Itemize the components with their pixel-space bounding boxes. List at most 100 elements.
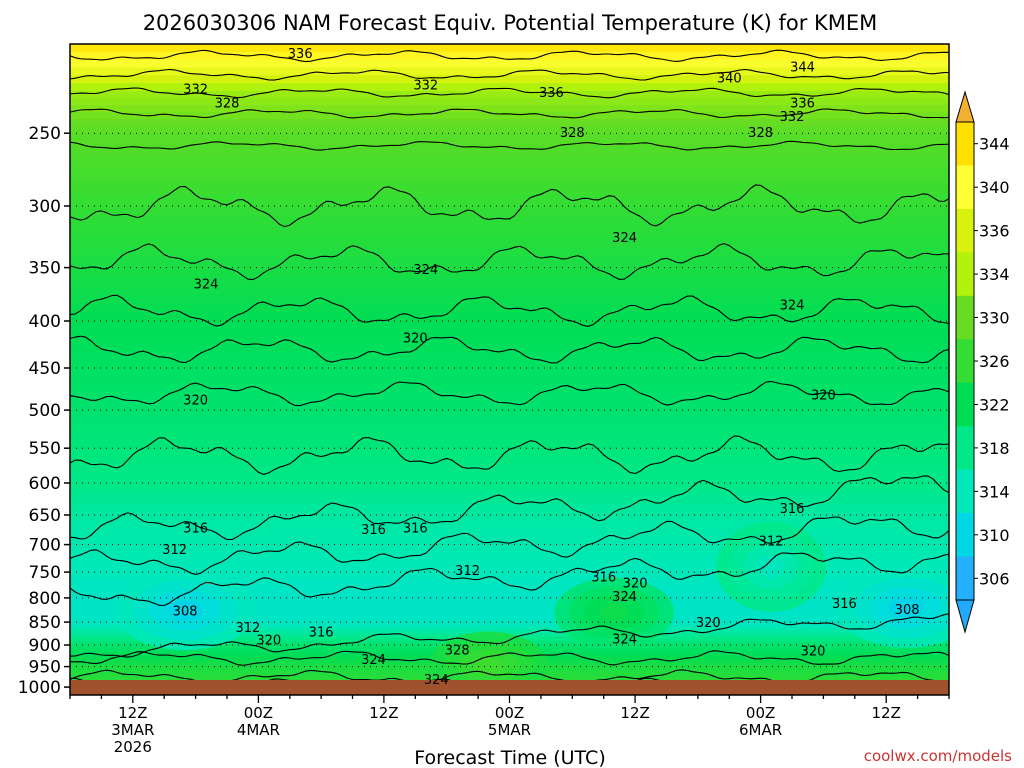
field-band: [70, 403, 949, 411]
colorbar-swatch: [956, 295, 974, 340]
contour-line: [70, 184, 949, 228]
y-tick-label: 250: [29, 124, 61, 144]
contour-line: [70, 435, 949, 475]
field-band: [70, 572, 949, 578]
colorbar-swatch: [956, 469, 974, 514]
field-band: [70, 622, 949, 627]
contour-label: 316: [309, 625, 334, 640]
y-tick-label: 750: [29, 563, 61, 583]
field-band: [70, 549, 949, 555]
field-band: [70, 539, 949, 546]
field-band: [70, 126, 949, 134]
field-band: [70, 504, 949, 511]
field-band: [70, 382, 949, 390]
y-tick-label: 850: [29, 613, 61, 633]
field-band: [70, 529, 949, 536]
warm-pocket: [599, 603, 630, 622]
field-band: [70, 83, 949, 92]
contour-line: [70, 380, 949, 407]
colorbar-tick-label: 326: [979, 352, 1010, 371]
field-band: [70, 352, 949, 361]
contour-label: 320: [801, 645, 826, 660]
x-tick-label: 3MAR: [111, 721, 154, 739]
field-band: [70, 567, 949, 573]
contour-line: [70, 650, 949, 666]
field-band: [70, 606, 949, 611]
field-band: [70, 482, 949, 489]
field-band: [70, 75, 949, 84]
colorbar-top-arrow: [955, 90, 975, 123]
contour-label: 312: [455, 564, 480, 579]
field-band: [70, 488, 949, 495]
contour-label: 328: [445, 643, 470, 658]
colorbar-swatch: [956, 556, 974, 601]
colorbar-tick-label: 334: [979, 265, 1010, 284]
field-band: [70, 534, 949, 541]
field-band: [70, 471, 949, 478]
y-tick-label: 900: [29, 636, 61, 656]
colorbar-swatch: [956, 208, 974, 253]
y-tick-label: 1000: [18, 678, 61, 698]
field-band: [70, 625, 949, 631]
y-tick-label: 350: [29, 259, 61, 279]
field-band: [70, 524, 949, 531]
x-tick-label: 12Z: [369, 704, 398, 722]
contour-label: 320: [403, 332, 428, 347]
contour-label: 324: [612, 633, 637, 648]
field-band: [70, 285, 949, 295]
contour-label: 320: [696, 616, 721, 631]
contour-label: 308: [895, 603, 920, 618]
contour-label: 320: [256, 634, 281, 649]
field-band: [70, 181, 949, 195]
y-tick-label: 450: [29, 359, 61, 379]
y-tick-label: 700: [29, 536, 61, 556]
colorbar-tick-label: 310: [979, 526, 1010, 545]
contour-label: 324: [612, 231, 637, 246]
x-tick-label: 00Z: [495, 704, 524, 722]
y-tick-label: 950: [29, 658, 61, 678]
field-band: [70, 193, 949, 207]
colorbar-swatch: [956, 122, 974, 166]
colorbar: 344 340 336 334 330 326 322 318 314 310 306: [955, 90, 1010, 634]
contour-label: 332: [183, 82, 208, 97]
field-band: [70, 593, 949, 599]
field-band: [70, 422, 949, 430]
contour-label: 316: [403, 521, 428, 536]
contour-line: [70, 140, 949, 151]
x-tick-label: 00Z: [244, 704, 273, 722]
x-tick-label: 2026: [114, 738, 152, 756]
field-band: [70, 614, 949, 619]
contour-label: 336: [539, 86, 564, 101]
field-band: [70, 454, 949, 461]
contour-line: [70, 68, 949, 81]
contour-line: [70, 475, 949, 541]
y-tick-label: 800: [29, 589, 61, 609]
field-band: [70, 51, 949, 61]
colorbar-swatch: [956, 382, 974, 427]
colorbar-tick-label: 340: [979, 178, 1010, 197]
field-band: [70, 509, 949, 516]
x-tick-label: 00Z: [746, 704, 775, 722]
field-band: [70, 498, 949, 505]
y-tick-label: 650: [29, 506, 61, 526]
field-band: [70, 145, 949, 159]
field-band: [70, 396, 949, 404]
field-band: [70, 206, 949, 217]
contour-label: 324: [780, 299, 805, 314]
field-band: [70, 294, 949, 304]
contour-label: 316: [361, 523, 386, 538]
contour-label: 328: [748, 126, 773, 141]
x-tick-label: 5MAR: [488, 721, 531, 739]
field-band: [70, 360, 949, 369]
contour-label: 328: [560, 126, 585, 141]
field-band: [70, 597, 949, 603]
field-band: [70, 562, 949, 569]
field-band: [70, 98, 949, 106]
field-band: [70, 629, 949, 635]
watermark: coolwx.com/models: [864, 747, 1012, 765]
contour-label: 332: [780, 110, 805, 125]
field-band: [70, 576, 949, 582]
contour-label: 312: [162, 543, 187, 558]
